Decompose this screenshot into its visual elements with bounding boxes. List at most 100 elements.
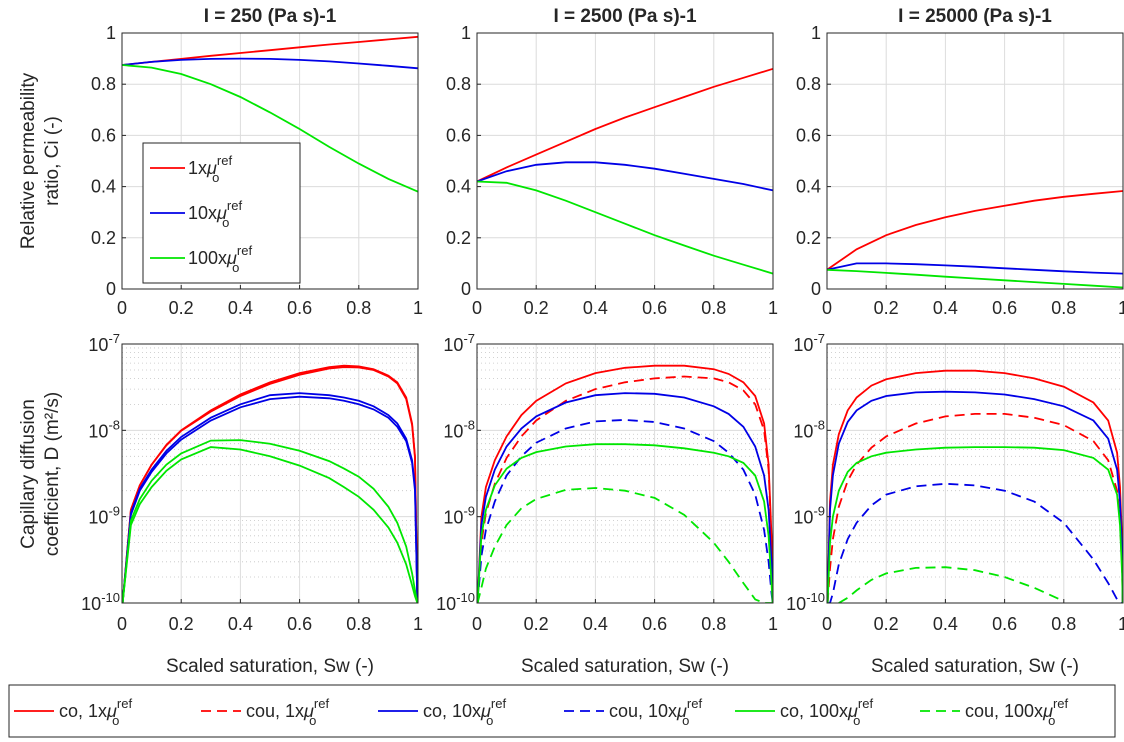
- axes-box: [476, 32, 774, 290]
- legend-label: 100xμref o: [188, 243, 252, 275]
- series-line: [122, 446, 418, 603]
- series-line: [826, 262, 1124, 275]
- x-tick-label: 1: [1118, 298, 1124, 318]
- legend-label: 10xμref o: [188, 198, 242, 230]
- legend-label: co, 100xμref o: [780, 696, 873, 728]
- x-tick-label: 0.2: [874, 614, 899, 634]
- y-tick-label: 0.4: [446, 177, 471, 197]
- y-tick-label: 0.6: [91, 125, 116, 145]
- x-tick-label: 0.6: [642, 614, 667, 634]
- y-tick-label: 10-8: [443, 417, 475, 441]
- y-tick-label: 10-7: [793, 331, 825, 355]
- series-line: [827, 369, 1123, 603]
- series-group: [122, 364, 418, 603]
- y-tick-label: 10-9: [88, 504, 120, 528]
- x-tick-label: 0.6: [992, 614, 1017, 634]
- bottom-legend: [8, 684, 1116, 738]
- x-axis-label: Scaled saturation, Sw (-): [166, 656, 374, 677]
- y-tick-label: 10-7: [88, 331, 120, 355]
- y-tick-label: 1: [461, 23, 471, 43]
- x-tick-label: 0.8: [1051, 298, 1076, 318]
- x-tick-label: 0.8: [1051, 614, 1076, 634]
- y-tick-label: 0.8: [446, 74, 471, 94]
- legend-box: [8, 684, 1116, 738]
- series-line: [477, 392, 773, 603]
- y-tick-label: 0.8: [91, 74, 116, 94]
- series-line: [827, 412, 1123, 603]
- y-tick-label: 0.2: [91, 228, 116, 248]
- series-line: [122, 392, 418, 603]
- x-tick-label: 1: [768, 614, 778, 634]
- series-line: [476, 67, 774, 183]
- series-line: [121, 57, 419, 70]
- y-tick-label: 0: [461, 279, 471, 299]
- y-tick-label: 0.6: [796, 125, 821, 145]
- x-tick-label: 0.6: [992, 298, 1017, 318]
- x-tick-label: 0.2: [524, 298, 549, 318]
- series-line: [476, 161, 774, 192]
- series-line: [827, 390, 1123, 603]
- x-tick-label: 0.2: [169, 298, 194, 318]
- series-group: [827, 369, 1123, 603]
- series-line: [826, 190, 1124, 271]
- x-tick-label: 0.8: [701, 298, 726, 318]
- top-panel-3: [826, 32, 1124, 290]
- legend-label: cou, 1xμref o: [246, 696, 329, 728]
- bottom-panel-2: [476, 343, 774, 604]
- bottom-panel-1: [121, 343, 419, 604]
- plot-area: [477, 33, 773, 289]
- x-tick-label: 0.4: [583, 614, 608, 634]
- y-tick-label: 0.8: [796, 74, 821, 94]
- legend-label: cou, 10xμref o: [609, 696, 702, 728]
- x-tick-label: 0.6: [287, 614, 312, 634]
- x-tick-label: 0: [472, 298, 482, 318]
- y-tick-label: 10-9: [793, 504, 825, 528]
- legend-label: 1xμref o: [188, 153, 232, 185]
- x-tick-label: 0: [117, 614, 127, 634]
- x-axis-label: Scaled saturation, Sw (-): [871, 656, 1079, 677]
- x-tick-label: 0.4: [933, 614, 958, 634]
- plot-area: [827, 344, 1123, 603]
- x-tick-label: 0.4: [933, 298, 958, 318]
- y-tick-label: 1: [811, 23, 821, 43]
- series-line: [827, 482, 1123, 603]
- top-panel-2: [476, 32, 774, 290]
- x-tick-label: 0: [822, 298, 832, 318]
- series-group: [477, 364, 773, 603]
- y-tick-label: 10-9: [443, 504, 475, 528]
- panel-title: I = 2500 (Pa s)-1: [553, 6, 697, 27]
- x-tick-label: 0: [822, 614, 832, 634]
- x-tick-label: 1: [768, 298, 778, 318]
- y-tick-label: 10-10: [436, 590, 475, 614]
- series-line: [838, 566, 1065, 603]
- y-tick-label: 0.6: [446, 125, 471, 145]
- axes-box: [826, 32, 1124, 290]
- series-line: [122, 439, 418, 603]
- plot-area: [827, 33, 1123, 289]
- x-tick-label: 0.2: [524, 614, 549, 634]
- x-tick-label: 0: [472, 614, 482, 634]
- series-line: [477, 364, 773, 603]
- legend-label: cou, 100xμref o: [965, 696, 1068, 728]
- series-line: [477, 487, 773, 603]
- legend-label: co, 1xμref o: [59, 696, 132, 728]
- panel-title: I = 25000 (Pa s)-1: [898, 6, 1052, 27]
- x-tick-label: 0.4: [228, 614, 253, 634]
- y-tick-label: 10-8: [88, 417, 120, 441]
- legend-label: co, 10xμref o: [423, 696, 506, 728]
- y-tick-label: 0.2: [446, 228, 471, 248]
- x-tick-label: 0.2: [169, 614, 194, 634]
- plot-area: [477, 344, 773, 603]
- x-tick-label: 0.8: [346, 298, 371, 318]
- y-tick-label: 10-8: [793, 417, 825, 441]
- top-legend: [142, 142, 301, 284]
- y-tick-label: 10-10: [81, 590, 120, 614]
- x-axis-label: Scaled saturation, Sw (-): [521, 656, 729, 677]
- axes-box: [121, 32, 419, 290]
- y-tick-label: 0.4: [91, 177, 116, 197]
- x-tick-label: 0.6: [287, 298, 312, 318]
- x-tick-label: 1: [413, 614, 423, 634]
- x-tick-label: 0.6: [642, 298, 667, 318]
- y-tick-label: 10-7: [443, 331, 475, 355]
- x-tick-label: 0.4: [228, 298, 253, 318]
